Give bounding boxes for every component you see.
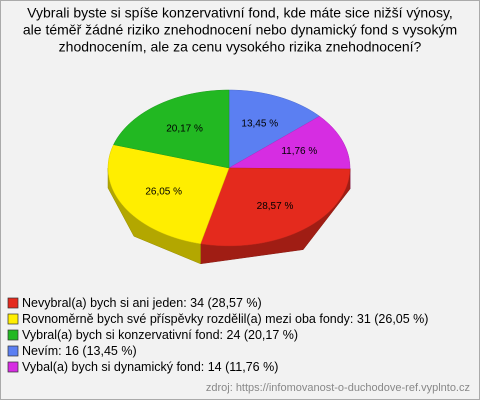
legend-swatch	[7, 361, 19, 373]
data-label: 26,05 %	[145, 186, 182, 197]
data-label: 13,45 %	[241, 119, 278, 130]
legend-label: Nevybral(a) bych si ani jeden: 34 (28,57…	[22, 296, 262, 310]
chart-title: Vybrali byste si spíše konzervativní fon…	[27, 5, 453, 21]
data-label: 11,76 %	[281, 146, 317, 157]
pie: 13,45 % 11,76 % 28,57 % 26,05 % 20,17 %	[107, 89, 351, 265]
chart-title: zhodnocením, ale za cenu vysokého rizika…	[59, 39, 422, 55]
legend-swatch	[7, 329, 19, 341]
data-label: 28,57 %	[257, 201, 294, 212]
legend-label: Vybal(a) bych si dynamický fond: 14 (11,…	[22, 360, 278, 374]
source: zdroj: https://infomovanost-o-duchodove-…	[206, 382, 470, 394]
legend-swatch	[7, 297, 19, 309]
slice	[228, 115, 351, 170]
legend-label: Rovnoměrně bych své příspěvky rozdělil(a…	[22, 312, 428, 326]
legend: Nevybral(a) bych si ani jeden: 34 (28,57…	[7, 296, 428, 374]
legend-label: Vybral(a) bych si konzervativní fond: 24…	[22, 328, 298, 342]
slice	[113, 89, 230, 169]
legend-swatch	[7, 345, 19, 357]
legend-swatch	[7, 313, 19, 325]
data-label: 20,17 %	[166, 124, 203, 135]
slice	[200, 167, 351, 247]
slice	[107, 144, 230, 245]
chart-title: ale téměř žádné riziko znehodnocení nebo…	[23, 22, 457, 38]
slice	[228, 89, 320, 169]
legend-label: Nevím: 16 (13,45 %)	[22, 344, 137, 358]
